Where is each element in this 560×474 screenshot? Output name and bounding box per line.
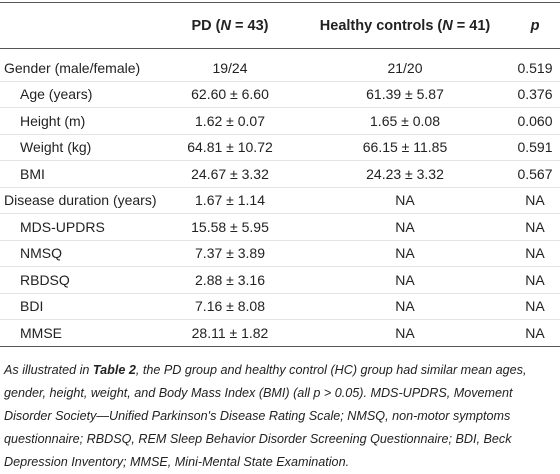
table-cell: 2.88 ± 3.16 xyxy=(160,266,300,294)
header-cell xyxy=(0,2,160,49)
table-cell: 0.519 xyxy=(510,48,560,82)
header-cell: PD (N = 43) xyxy=(160,2,300,49)
text-part: Table 2 xyxy=(92,362,136,377)
row-label: BMI xyxy=(0,160,160,188)
table-row: Disease duration (years) 1.67 ± 1.14 NA NA xyxy=(0,187,560,214)
table-cell: 24.67 ± 3.32 xyxy=(160,160,300,188)
row-label: Weight (kg) xyxy=(0,134,160,161)
table-cell: NA xyxy=(510,266,560,294)
row-label: Disease duration (years) xyxy=(0,187,160,214)
row-label: BDI xyxy=(0,293,160,320)
text-part: Healthy controls ( xyxy=(319,17,443,34)
table-cell: NA xyxy=(510,240,560,267)
table-cell: NA xyxy=(510,187,560,214)
table-cell: NA xyxy=(525,324,545,341)
table-row: Weight (kg) 64.81 ± 10.72 66.15 ± 11.85 0.5… xyxy=(0,134,560,161)
table-cell: 21/20 xyxy=(300,48,510,82)
row-label: MMSE xyxy=(20,324,62,341)
text-part: N xyxy=(220,17,231,34)
header-cell: Healthy controls (N = 41) xyxy=(300,2,510,49)
table-cell: NA xyxy=(300,293,510,320)
text-part: As illustrated in xyxy=(4,362,93,377)
table-cell: 66.15 ± 11.85 xyxy=(300,134,510,161)
row-label: Gender (male/female) xyxy=(0,48,160,82)
header-row: PD (N = 43) Healthy controls (N = 41) p xyxy=(0,2,560,49)
table-cell: 1.62 ± 0.07 xyxy=(160,107,300,135)
table-cell: 61.39 ± 5.87 xyxy=(300,81,510,108)
table-cell: 19/24 xyxy=(160,48,300,82)
table-cell: NA xyxy=(300,266,510,294)
table-row: Height (m) 1.62 ± 0.07 1.65 ± 0.08 0.060 xyxy=(0,107,560,135)
row-label: Age (years) xyxy=(0,81,160,108)
table-cell: 64.81 ± 10.72 xyxy=(160,134,300,161)
table-cell: 62.60 ± 6.60 xyxy=(160,81,300,108)
table-cell: 1.67 ± 1.14 xyxy=(160,187,300,214)
table-cell: 0.060 xyxy=(510,107,560,135)
table-cell: NA xyxy=(300,213,510,241)
table-row: RBDSQ 2.88 ± 3.16 NA NA xyxy=(0,266,560,294)
table-cell: 7.16 ± 8.08 xyxy=(160,293,300,320)
header-cell: p xyxy=(510,2,560,49)
table-row: NMSQ 7.37 ± 3.89 NA NA xyxy=(0,240,560,267)
table-cell: NA xyxy=(510,213,560,241)
table-cell: 0.376 xyxy=(510,81,560,108)
row-label: NMSQ xyxy=(0,240,160,267)
row-label: RBDSQ xyxy=(0,266,160,294)
table-row: BDI 7.16 ± 8.08 NA NA xyxy=(0,293,560,320)
table-row: BMI 24.67 ± 3.32 24.23 ± 3.32 0.567 xyxy=(0,160,560,188)
text-part: = 43) xyxy=(231,17,269,34)
text-part: N xyxy=(442,17,453,34)
table-row: MDS-UPDRS 15.58 ± 5.95 NA NA xyxy=(0,213,560,241)
table-row: Age (years) 62.60 ± 6.60 61.39 ± 5.87 0.376 xyxy=(0,81,560,108)
row-label: Height (m) xyxy=(0,107,160,135)
text-part: p xyxy=(530,17,540,34)
table-cell: 15.58 ± 5.95 xyxy=(160,213,300,241)
table-row: MMSE 28.11 ± 1.82 NA NA xyxy=(0,320,560,347)
table-cell: 24.23 ± 3.32 xyxy=(300,160,510,188)
table-body: Gender (male/female) 19/24 21/20 0.519 Age (… xyxy=(0,48,560,347)
table-cell: 0.567 xyxy=(510,160,560,188)
table-cell: NA xyxy=(395,324,415,341)
text-part: , the PD group and healthy control (HC) … xyxy=(4,362,527,469)
text-part: = 41) xyxy=(452,17,491,34)
table-cell: 28.11 ± 1.82 xyxy=(191,324,269,341)
text-part: PD ( xyxy=(191,17,221,34)
table-cell: 0.591 xyxy=(510,134,560,161)
table-cell: 7.37 ± 3.89 xyxy=(160,240,300,267)
table-cell: NA xyxy=(300,240,510,267)
row-label: MDS-UPDRS xyxy=(0,213,160,241)
table-row: Gender (male/female) 19/24 21/20 0.519 xyxy=(0,48,560,82)
table-cell: NA xyxy=(510,293,560,320)
data-table: PD (N = 43) Healthy controls (N = 41) p Ge… xyxy=(0,2,560,347)
table-cell: 1.65 ± 0.08 xyxy=(300,107,510,135)
table-cell: NA xyxy=(300,187,510,214)
caption: As illustrated in Table 2, the PD group … xyxy=(4,359,556,474)
